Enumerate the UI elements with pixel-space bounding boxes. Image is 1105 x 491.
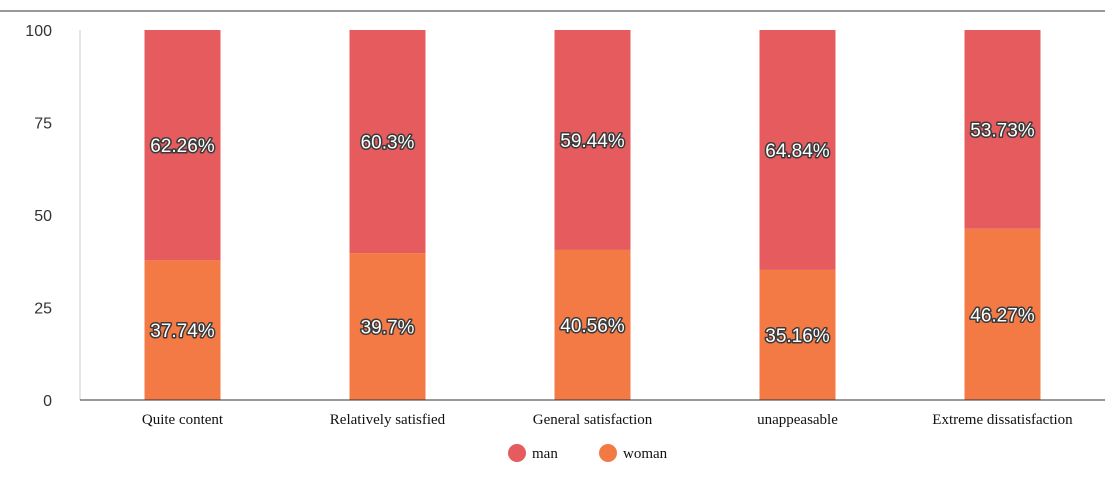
x-tick-label: unappeasable bbox=[757, 412, 838, 428]
bar-segment-man bbox=[964, 30, 1041, 229]
legend-marker-woman bbox=[599, 444, 617, 462]
bar-segment-woman bbox=[964, 228, 1041, 400]
data-label-woman: 35.16% bbox=[765, 326, 830, 347]
bar-segment-man bbox=[554, 30, 631, 250]
y-tick-label: 0 bbox=[43, 393, 52, 410]
x-tick-label: Relatively satisfied bbox=[330, 412, 446, 428]
legend-marker-man bbox=[508, 444, 526, 462]
bar-segment-man bbox=[349, 30, 426, 254]
y-tick-label: 100 bbox=[25, 23, 52, 40]
bar-segment-woman bbox=[554, 249, 631, 400]
data-label-woman: 39.7% bbox=[361, 318, 415, 339]
bar-segment-man bbox=[759, 30, 836, 270]
x-tick-label: Extreme dissatisfaction bbox=[932, 412, 1073, 428]
y-tick-label: 25 bbox=[34, 301, 52, 318]
data-label-man: 64.84% bbox=[765, 141, 830, 162]
data-label-man: 53.73% bbox=[970, 120, 1035, 141]
y-tick-label: 50 bbox=[34, 208, 52, 225]
data-label-woman: 37.74% bbox=[150, 321, 215, 342]
data-labels: 37.74% 62.26% 39.7% 60.3% 40.56% 59.44% 35.16%… bbox=[149, 119, 1037, 349]
x-tick-label: Quite content bbox=[142, 412, 224, 428]
x-tick-label: General satisfaction bbox=[533, 412, 653, 428]
data-label-man: 62.26% bbox=[150, 136, 215, 157]
legend-label-woman: woman bbox=[623, 446, 668, 462]
data-label-woman: 40.56% bbox=[560, 316, 625, 337]
y-tick-label: 75 bbox=[34, 116, 52, 133]
data-label-man: 60.3% bbox=[361, 133, 415, 154]
data-label-man: 59.44% bbox=[560, 131, 625, 152]
x-axis: Quite content Relatively satisfied General… bbox=[80, 399, 1105, 428]
bar-segment-woman bbox=[349, 253, 426, 400]
legend: man woman bbox=[508, 444, 668, 462]
legend-label-man: man bbox=[532, 446, 558, 462]
bars bbox=[144, 30, 1041, 400]
data-label-woman: 46.27% bbox=[970, 305, 1035, 326]
bar-segment-man bbox=[144, 30, 221, 261]
y-axis: 0 25 50 75 100 bbox=[25, 23, 81, 410]
bar-segment-woman bbox=[144, 260, 221, 400]
bar-segment-woman bbox=[759, 269, 836, 400]
